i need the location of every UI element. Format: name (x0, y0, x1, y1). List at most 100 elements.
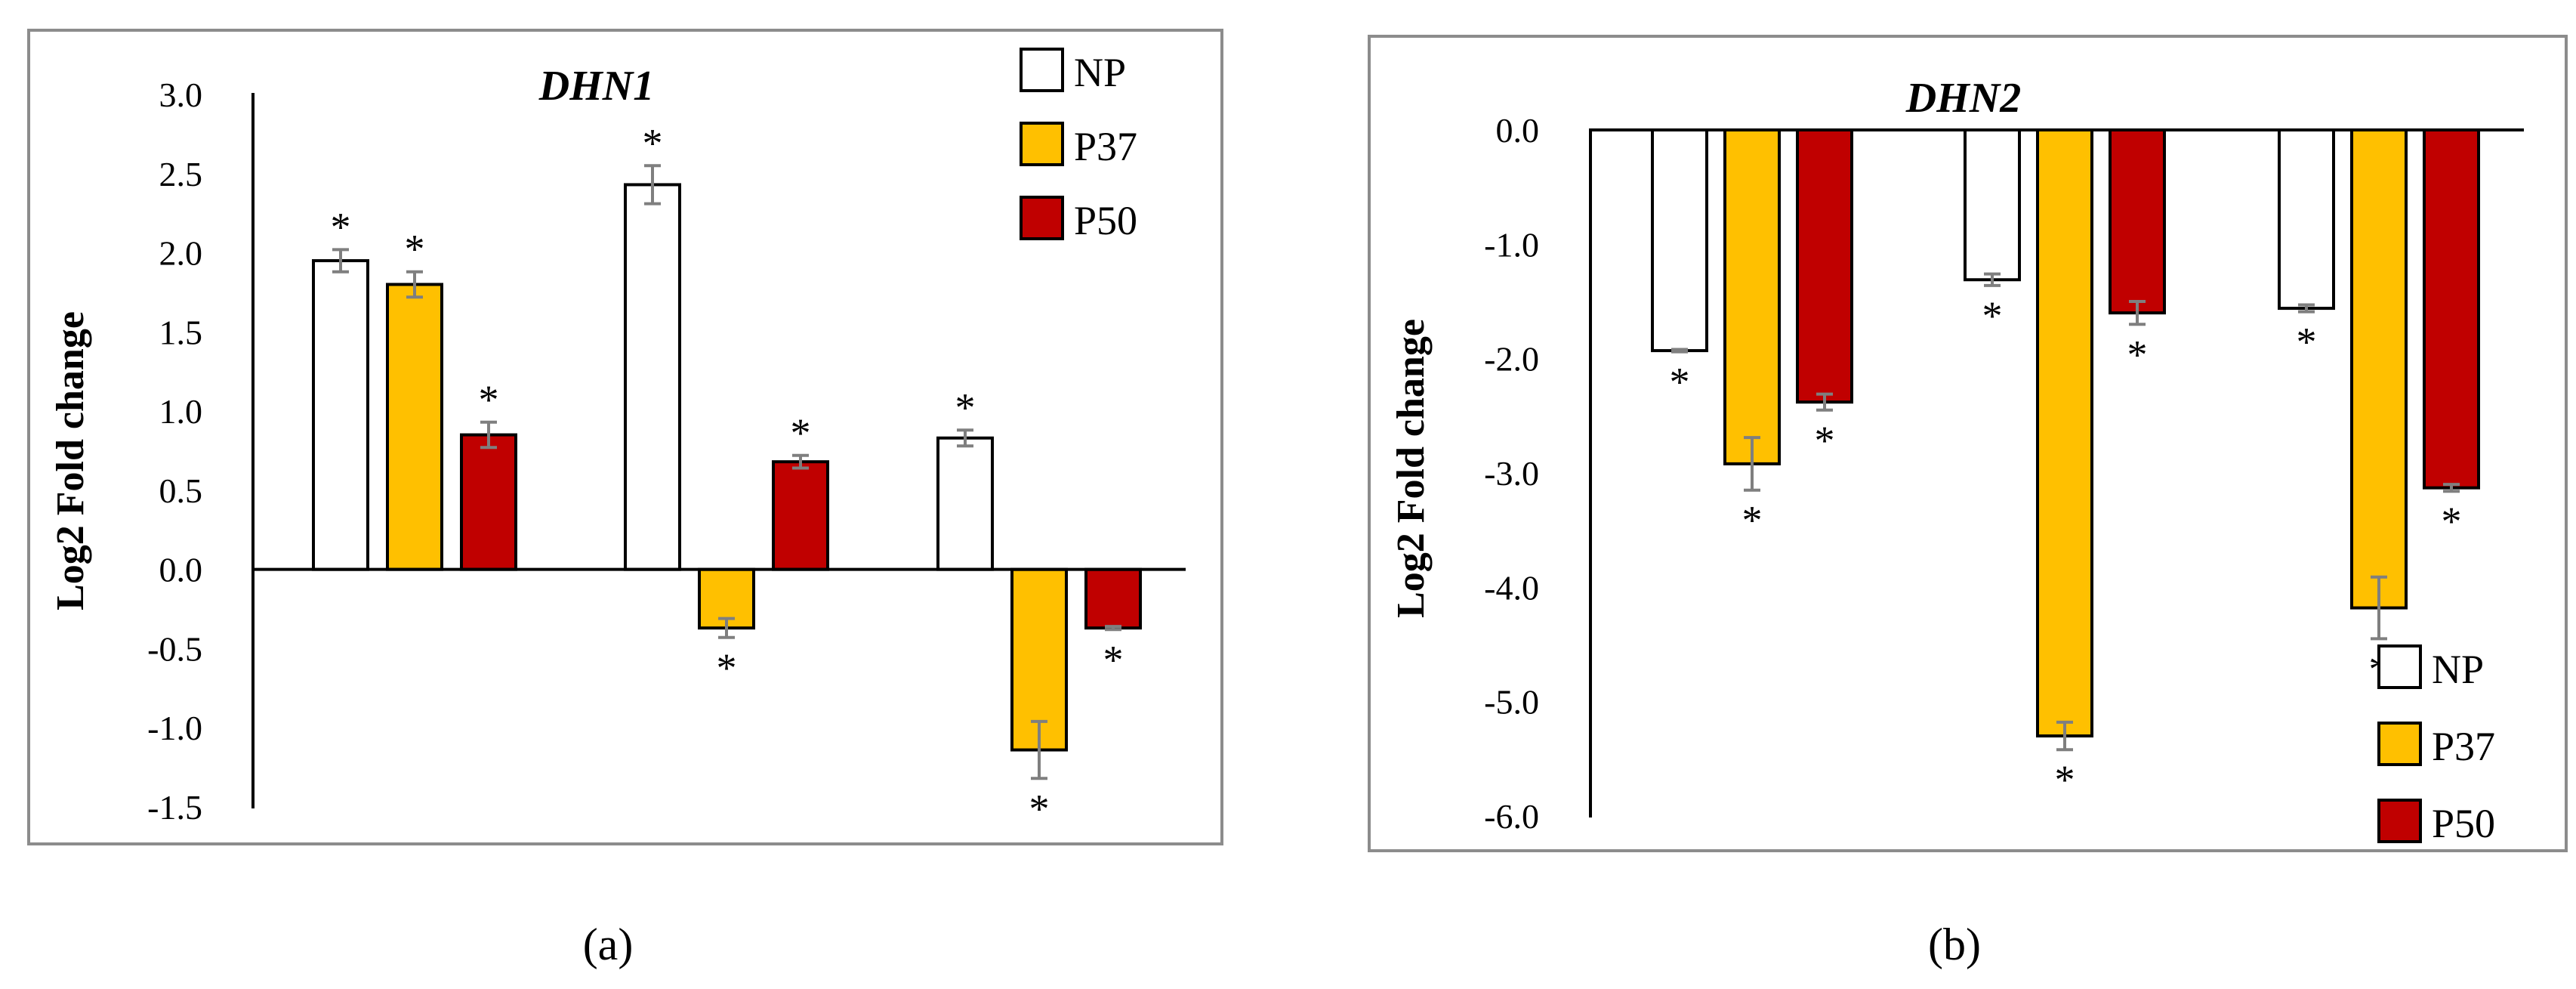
bar-np-3 (936, 436, 994, 571)
bar-p37-1 (1723, 128, 1781, 465)
significance-mark: * (405, 227, 425, 272)
chart-b-bars (1651, 128, 2480, 738)
error-bar (1031, 719, 1047, 780)
bar-p50-3 (2423, 128, 2480, 490)
y-tick-label: -4.0 (1484, 568, 1539, 607)
bar-p37-3 (2350, 128, 2408, 610)
significance-mark: * (331, 204, 351, 249)
y-tick-label: 0.0 (159, 551, 203, 589)
bar-p50-2 (2109, 128, 2166, 315)
legend-swatch (1020, 196, 1064, 240)
y-tick-label: -2.0 (1484, 340, 1539, 379)
significance-mark: * (2442, 499, 2462, 544)
error-bar (1105, 625, 1121, 632)
legend-swatch (1020, 48, 1064, 92)
legend-item-p37: P37 (1020, 122, 1137, 169)
significance-mark: * (1982, 293, 2003, 338)
bar-p37-1 (386, 283, 443, 571)
significance-mark: * (2055, 757, 2075, 802)
y-tick-label: 2.5 (159, 155, 203, 193)
significance-mark: * (717, 645, 737, 691)
legend-item-p37: P37 (2377, 722, 2495, 769)
legend-item-p50: P50 (1020, 196, 1137, 243)
significance-mark: * (2297, 320, 2317, 365)
significance-mark: * (2127, 332, 2148, 377)
legend-label: NP (2432, 647, 2484, 692)
significance-mark: * (1742, 498, 1763, 543)
y-tick-label: 1.5 (159, 313, 203, 351)
legend-label: P50 (2432, 801, 2495, 846)
error-bar (332, 248, 349, 274)
y-tick-label: -1.0 (1484, 225, 1539, 264)
chart-panel-b: -6.0-5.0-4.0-3.0-2.0-1.00.0 ********* DH… (1368, 35, 2568, 852)
y-tick-label: 2.0 (159, 234, 203, 273)
error-bar (957, 428, 973, 448)
legend-swatch (1020, 122, 1064, 166)
significance-mark: * (1103, 637, 1124, 682)
chart-a-significance-marks: * * * * * * * * * (331, 120, 1124, 831)
error-bar (2298, 303, 2315, 314)
bar-p50-1 (1796, 128, 1853, 404)
legend-swatch (2377, 722, 2422, 766)
bar-np-1 (312, 259, 369, 571)
significance-mark: * (791, 410, 811, 456)
significance-mark: * (955, 385, 976, 430)
error-bar (718, 617, 735, 639)
y-tick-label: 1.0 (159, 392, 203, 431)
y-tick-label: 0.0 (1496, 111, 1540, 150)
legend-label: P37 (1074, 124, 1137, 169)
bar-np-2 (1964, 128, 2021, 282)
bar-p50-1 (460, 433, 517, 571)
bar-np-3 (2278, 128, 2335, 311)
error-bar (792, 453, 809, 470)
significance-mark: * (1670, 360, 1690, 405)
significance-mark: * (479, 377, 499, 422)
chart-a-y-label: Log2 Fold change (49, 311, 92, 610)
legend-label: P50 (1074, 198, 1137, 243)
y-tick-label: 3.0 (159, 76, 203, 114)
error-bar (2129, 300, 2146, 326)
error-bar (644, 164, 661, 206)
error-bar (2056, 720, 2073, 752)
significance-mark: * (1029, 786, 1050, 831)
y-tick-label: 0.5 (159, 471, 203, 510)
chart-a-legend: NP P37 P50 (1020, 48, 1137, 243)
chart-b-significance-marks: ********* (1670, 293, 2462, 802)
chart-b-error-bars (1671, 272, 2460, 752)
bar-p50-2 (772, 460, 829, 571)
legend-item-p50: P50 (2377, 799, 2495, 846)
chart-b-y-ticks: -6.0 -5.0 -4.0 -3.0 -2.0 -1.0 0.0 (1484, 111, 1539, 836)
y-tick-label: -6.0 (1484, 797, 1539, 836)
error-bar (2443, 483, 2460, 493)
legend-swatch (2377, 799, 2422, 843)
legend-item-np: NP (2377, 644, 2484, 692)
legend-label: P37 (2432, 724, 2495, 769)
y-tick-label: -0.5 (147, 629, 202, 668)
legend-swatch (2377, 644, 2422, 689)
panel-b-label: (b) (1928, 919, 1981, 969)
chart-b-title: DHN2 (1905, 75, 2021, 122)
error-bar (1744, 436, 1760, 492)
error-bar (406, 270, 423, 299)
error-bar (2371, 575, 2387, 641)
chart-panel-a: -1.5-1.0-0.50.00.51.01.52.02.53.0 ******… (27, 29, 1223, 845)
bar-p37-2 (2036, 128, 2093, 738)
legend-label: NP (1074, 50, 1126, 95)
y-tick-label: -3.0 (1484, 454, 1539, 493)
chart-a-y-ticks: -1.5 -1.0 -0.5 0.0 0.5 1.0 1.5 2.0 2.5 3.0 (147, 76, 202, 827)
bar-np-1 (1651, 128, 1708, 353)
bar-p50-3 (1084, 567, 1142, 630)
y-tick-label: -5.0 (1484, 683, 1539, 722)
significance-mark: * (643, 120, 663, 165)
chart-a-error-bars (332, 164, 1121, 780)
error-bar (1984, 272, 2001, 287)
error-bar (1816, 392, 1833, 412)
y-tick-label: -1.5 (147, 788, 202, 827)
bar-np-2 (624, 183, 681, 571)
chart-b-legend: NP P37 P50 (2377, 644, 2495, 846)
legend-item-np: NP (1020, 48, 1126, 95)
chart-a-title: DHN1 (538, 63, 654, 110)
chart-b-y-label: Log2 Fold change (1390, 319, 1433, 618)
panel-a-label: (a) (583, 919, 634, 969)
